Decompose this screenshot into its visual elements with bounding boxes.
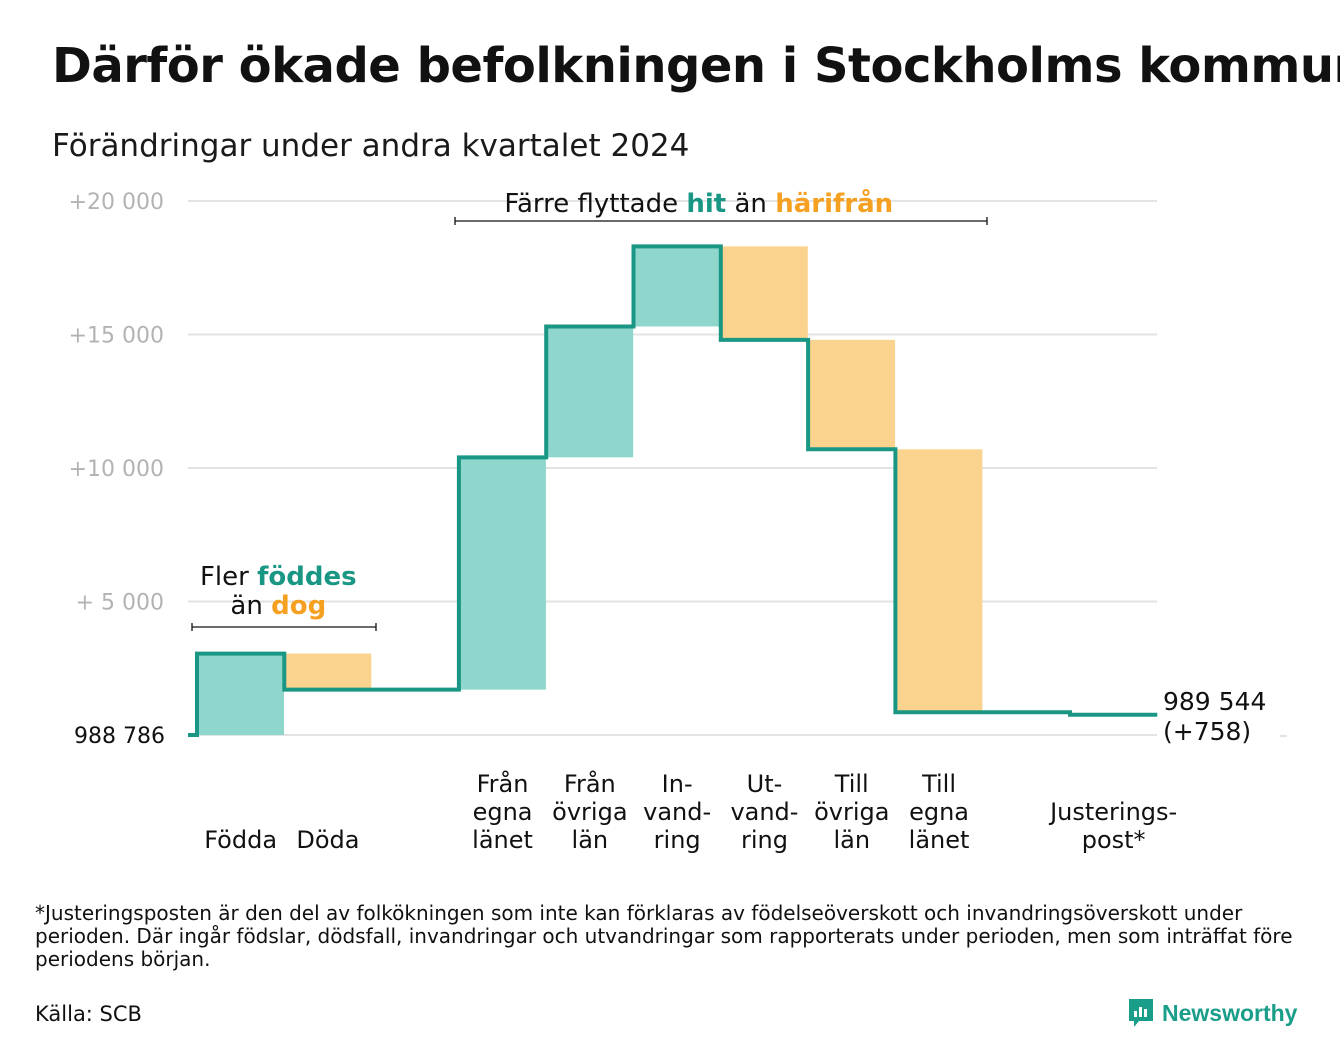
newsworthy-logo-icon xyxy=(1129,999,1153,1027)
bar-inflow xyxy=(546,326,634,458)
category-label: Döda xyxy=(296,826,359,854)
annotation-highlight: hit xyxy=(686,189,726,219)
chart-title: Därför ökade befolkningen i Stockholms k… xyxy=(52,38,1340,94)
category-label: länet xyxy=(909,826,970,854)
annotation-text: än xyxy=(726,189,775,219)
bar-outflow xyxy=(895,449,983,713)
annotation-births-line1: Fler föddes xyxy=(200,562,357,592)
bar-outflow xyxy=(284,653,372,690)
category-label: länet xyxy=(472,826,533,854)
chart-subtitle: Förändringar under andra kvartalet 2024 xyxy=(52,128,690,164)
annotation-births-line2: än dog xyxy=(230,591,326,621)
footnote: *Justeringsposten är den del av folkökni… xyxy=(35,901,1293,971)
y-tick-label: +20 000 xyxy=(69,190,164,215)
annotation-highlight: härifrån xyxy=(775,187,893,219)
end-change-label: (+758) xyxy=(1163,717,1251,746)
category-label: Från xyxy=(564,769,616,798)
annotation-text: Fler xyxy=(200,562,257,592)
base-value-label: 988 786 xyxy=(74,724,165,749)
waterfall-step-line xyxy=(188,244,1158,737)
category-label: Till xyxy=(834,770,869,798)
bar-outflow xyxy=(720,246,808,340)
annotation-text: Färre flyttade xyxy=(504,189,686,219)
category-label: Till xyxy=(921,770,956,798)
newsworthy-logo-text: Newsworthy xyxy=(1162,999,1298,1026)
annotation-text: än xyxy=(230,591,271,621)
bar-outflow xyxy=(808,339,896,450)
category-label: ring xyxy=(741,826,788,854)
bar-inflow xyxy=(458,457,546,690)
bar-inflow xyxy=(197,653,284,735)
annotation-migration-bracket xyxy=(454,217,988,225)
category-label: Från xyxy=(477,769,529,798)
category-label: In- xyxy=(662,770,693,798)
y-tick-label: +10 000 xyxy=(69,457,164,482)
category-label: vand- xyxy=(643,798,711,826)
category-label: Ut- xyxy=(747,770,783,798)
category-label: ring xyxy=(654,826,701,854)
category-label: vand- xyxy=(730,798,798,826)
category-label: län xyxy=(833,826,870,854)
category-label: Födda xyxy=(204,826,277,854)
category-label: övriga xyxy=(814,798,889,826)
bar-inflow xyxy=(633,246,721,327)
category-label: Justerings- xyxy=(1048,798,1177,826)
category-label: län xyxy=(572,826,609,854)
annotation-highlight-outflow: dog xyxy=(271,591,326,621)
annotation-births-bracket xyxy=(191,623,377,631)
newsworthy-logo: Newsworthy xyxy=(1128,998,1297,1028)
category-label: post* xyxy=(1082,826,1146,854)
end-value-label: 989 544 xyxy=(1163,687,1266,716)
source-label: Källa: SCB xyxy=(35,1002,142,1026)
annotation-migration-line: Färre flyttade hit än härifrån xyxy=(504,187,893,219)
category-label: egna xyxy=(909,798,969,826)
y-tick-label: +15 000 xyxy=(69,324,164,349)
waterfall-chart: + 5 000 +10 000 +15 000 +20 000 988 786 989 5… xyxy=(69,187,1287,854)
category-label: övriga xyxy=(552,798,627,826)
category-label: egna xyxy=(473,798,533,826)
annotation-highlight-inflow: föddes xyxy=(257,562,357,592)
y-tick-label: + 5 000 xyxy=(76,591,164,616)
